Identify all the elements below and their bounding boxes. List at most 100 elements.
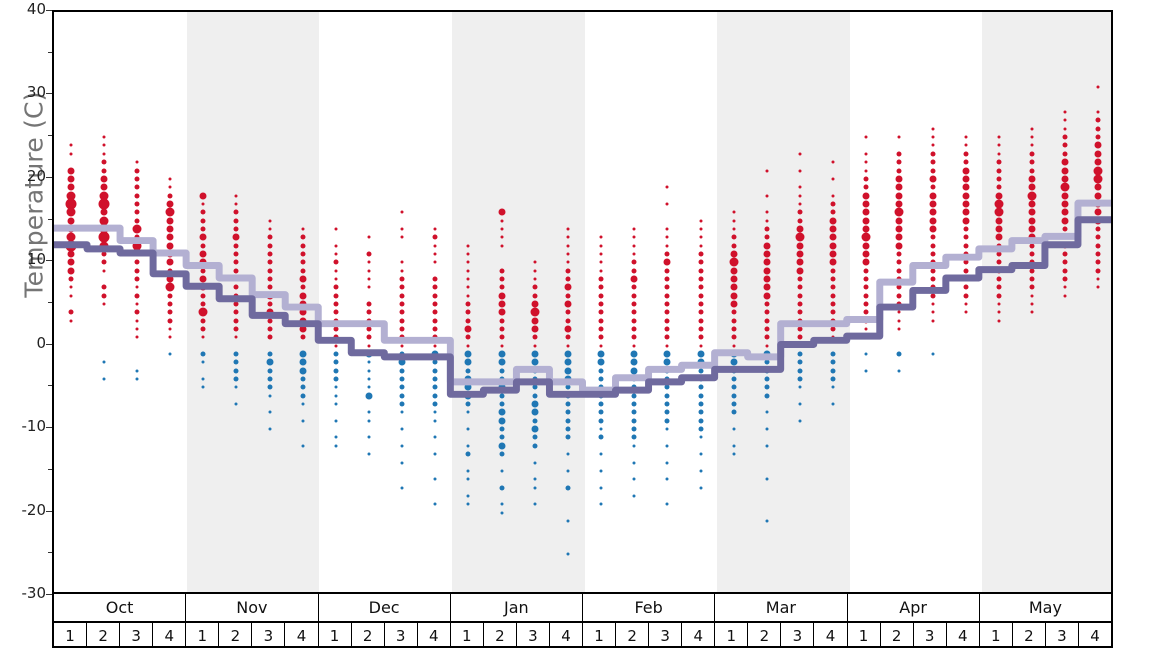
warm-temperature-dot — [1063, 127, 1067, 131]
warm-temperature-dot — [165, 282, 175, 292]
cold-temperature-dot — [632, 444, 636, 448]
warm-temperature-dot — [132, 241, 142, 251]
cold-temperature-dot — [798, 385, 802, 389]
warm-temperature-dot — [334, 277, 338, 281]
cold-temperature-dot — [631, 393, 637, 399]
week-label-mar-4: 4 — [814, 623, 848, 648]
cold-temperature-dot — [466, 502, 470, 506]
warm-temperature-dot — [69, 143, 73, 147]
cold-temperature-dot — [664, 409, 670, 415]
warm-temperature-dot — [565, 309, 571, 315]
cold-temperature-dot — [798, 419, 802, 423]
cold-temperature-dot — [565, 384, 571, 390]
warm-temperature-dot — [930, 184, 936, 190]
cold-temperature-dot — [698, 368, 704, 374]
cold-temperature-dot — [598, 368, 604, 374]
cold-temperature-dot — [433, 452, 437, 456]
warm-temperature-dot — [466, 294, 470, 298]
y-tick-mark — [46, 594, 52, 595]
cold-temperature-dot — [698, 401, 704, 407]
line-average-low-temperature — [54, 216, 1111, 398]
warm-temperature-dot — [566, 344, 570, 348]
cold-temperature-dot — [731, 409, 737, 415]
warm-temperature-dot — [299, 275, 307, 283]
warm-temperature-dot — [931, 127, 935, 131]
warm-temperature-dot — [798, 169, 802, 172]
cold-temperature-dot — [797, 351, 803, 357]
warm-temperature-dot — [134, 193, 140, 199]
cold-temperature-dot — [566, 469, 570, 473]
warm-temperature-dot — [895, 183, 903, 191]
cold-temperature-dot — [597, 358, 605, 366]
warm-temperature-dot — [632, 252, 636, 256]
warm-temperature-dot — [564, 300, 572, 308]
warm-temperature-dot — [1030, 294, 1034, 298]
cold-temperature-dot — [466, 469, 470, 473]
warm-temperature-dot — [931, 310, 935, 314]
month-label-dec: Dec — [319, 594, 451, 621]
warm-temperature-dot — [135, 302, 139, 306]
cold-temperature-dot — [732, 427, 736, 431]
warm-temperature-dot — [102, 135, 106, 139]
warm-temperature-dot — [896, 168, 902, 173]
warm-temperature-dot — [829, 242, 837, 250]
warm-temperature-dot — [465, 334, 471, 340]
warm-temperature-dot — [663, 258, 671, 266]
warm-temperature-dot — [99, 191, 109, 201]
warm-temperature-dot — [698, 301, 704, 307]
cold-temperature-dot — [102, 360, 106, 364]
week-label-may-1: 1 — [980, 623, 1013, 648]
warm-temperature-dot — [167, 193, 173, 199]
cold-temperature-dot — [631, 426, 637, 432]
warm-temperature-dot — [1029, 284, 1035, 290]
warm-temperature-dot — [896, 151, 902, 157]
warm-temperature-dot — [400, 269, 404, 273]
warm-temperature-dot — [334, 252, 338, 256]
warm-temperature-dot — [1094, 183, 1102, 191]
warm-temperature-dot — [830, 309, 836, 315]
y-tick-mark-minor — [48, 468, 52, 470]
warm-temperature-dot — [929, 192, 937, 200]
cold-temperature-dot — [532, 443, 538, 449]
warm-temperature-dot — [531, 325, 539, 333]
warm-temperature-dot — [399, 284, 405, 290]
warm-temperature-dot — [1094, 158, 1102, 166]
warm-temperature-dot — [433, 252, 437, 256]
warm-temperature-dot — [863, 176, 869, 182]
warm-temperature-dot — [995, 192, 1003, 200]
warm-temperature-dot — [466, 269, 470, 273]
warm-temperature-dot — [829, 233, 837, 241]
warm-temperature-dot — [432, 234, 438, 240]
warm-temperature-dot — [764, 318, 770, 324]
warm-temperature-dot — [664, 284, 670, 290]
warm-temperature-dot — [996, 293, 1002, 299]
warm-temperature-dot — [101, 293, 107, 299]
warm-temperature-dot — [699, 244, 703, 248]
warm-temperature-dot — [1029, 276, 1035, 282]
cold-temperature-dot — [399, 376, 405, 382]
warm-temperature-dot — [234, 335, 238, 339]
warm-temperature-dot — [135, 285, 139, 289]
warm-temperature-dot — [598, 326, 604, 332]
warm-temperature-dot — [1062, 142, 1068, 148]
warm-temperature-dot — [267, 234, 273, 240]
cold-temperature-dot — [532, 418, 538, 424]
week-label-jan-2: 2 — [484, 623, 517, 648]
warm-temperature-dot — [664, 326, 670, 332]
warm-temperature-dot — [895, 225, 903, 233]
cold-temperature-dot — [664, 401, 670, 407]
warm-temperature-dot — [962, 192, 970, 200]
warm-temperature-dot — [598, 284, 604, 290]
warm-temperature-dot — [399, 301, 405, 307]
warm-temperature-dot — [931, 302, 935, 306]
warm-temperature-dot — [763, 258, 771, 266]
warm-temperature-dot — [664, 301, 670, 307]
warm-temperature-dot — [200, 209, 206, 215]
warm-temperature-dot — [299, 308, 307, 316]
cold-temperature-dot — [500, 469, 504, 473]
cold-temperature-dot — [499, 426, 505, 432]
cold-temperature-dot — [499, 434, 505, 440]
week-label-nov-2: 2 — [219, 623, 253, 648]
cold-temperature-dot — [334, 444, 338, 448]
warm-temperature-dot — [930, 151, 936, 157]
